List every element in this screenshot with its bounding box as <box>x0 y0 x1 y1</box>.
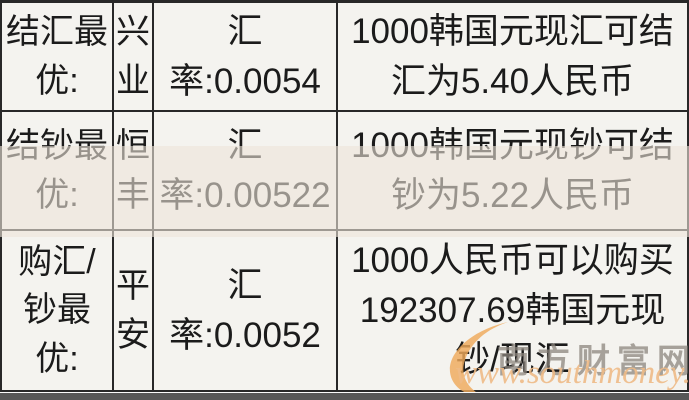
conversion-description: 1000人民币可以购买192307.69韩国元现钞/现汇 <box>351 240 674 380</box>
conversion-description: 1000韩国元现汇可结汇为5.40人民币 <box>338 3 687 112</box>
rate-value: 汇率:0.00522 <box>154 112 338 231</box>
rate-value: 汇率:0.0052 <box>154 231 338 390</box>
row-label: 结汇最优: <box>2 3 114 112</box>
bank-name: 恒丰 <box>114 112 154 231</box>
conversion-description: 1000韩国元现钞可结钞为5.22人民币 <box>338 112 687 231</box>
bottom-border-bar <box>0 392 689 400</box>
row-label: 购汇/钞最优: <box>2 231 114 390</box>
bank-name: 兴业 <box>114 3 154 112</box>
rate-value: 汇率:0.0054 <box>154 3 338 112</box>
row-label: 结钞最优: <box>2 112 114 231</box>
bank-name: 平安 <box>114 231 154 390</box>
